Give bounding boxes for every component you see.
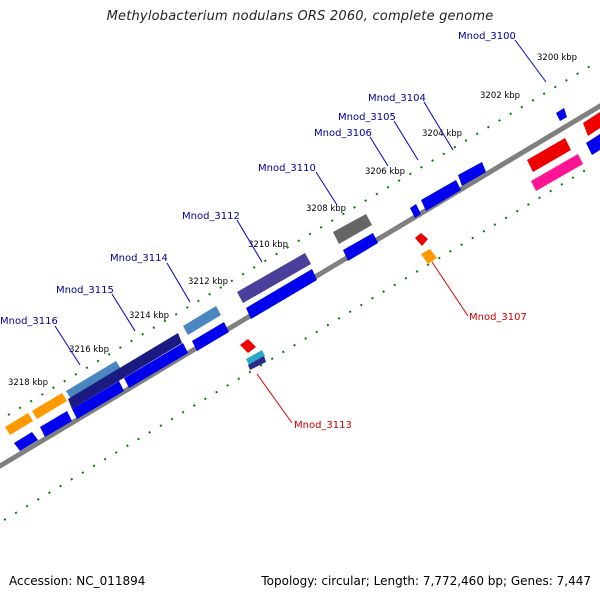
kbp-label-3212: 3212 kbp xyxy=(188,277,228,287)
gene-arrow-1 xyxy=(14,432,38,451)
forward-leader-lines xyxy=(54,39,547,366)
kbp-label-3210: 3210 kbp xyxy=(248,240,288,250)
kbp-label-3216: 3216 kbp xyxy=(69,345,109,355)
gene-3113-box-b xyxy=(248,356,266,370)
gene-arrow-8 xyxy=(410,204,421,218)
gene-3107-red xyxy=(527,138,571,172)
gene-arrow-6 xyxy=(246,269,317,319)
gene-label-3110: Mnod_3110 xyxy=(258,163,316,174)
kbp-label-3200: 3200 kbp xyxy=(537,53,577,63)
outer-tick-track xyxy=(7,64,593,416)
gene-arrow-7 xyxy=(343,233,378,261)
gene-arrow-12 xyxy=(586,134,600,155)
genome-summary-text: Topology: circular; Length: 7,772,460 bp… xyxy=(261,574,591,588)
gene-3107-box xyxy=(421,249,437,264)
gene-arrow-4 xyxy=(124,343,188,388)
gene-label-3116: Mnod_3116 xyxy=(0,316,58,327)
reverse-leader-lines xyxy=(256,261,469,424)
inner-tick-track xyxy=(3,164,595,521)
map-title: Methylobacterium nodulans ORS 2060, comp… xyxy=(106,9,494,24)
gene-3116-box xyxy=(5,413,33,435)
gene-3114-box xyxy=(66,361,121,399)
gene-3100-red xyxy=(583,112,600,136)
gene-3110-box xyxy=(333,214,372,244)
reverse-genes xyxy=(240,233,437,370)
kbp-label-3202: 3202 kbp xyxy=(480,91,520,101)
accession-text: Accession: NC_011894 xyxy=(9,574,146,588)
kbp-label-3218: 3218 kbp xyxy=(8,378,48,388)
gene-label-3115: Mnod_3115 xyxy=(56,285,114,296)
gene-3112-box xyxy=(237,253,311,303)
kbp-label-3208: 3208 kbp xyxy=(306,204,346,214)
gene-label-3107: Mnod_3107 xyxy=(469,312,527,323)
gene-3107-arrow xyxy=(415,233,428,246)
gene-pink-box xyxy=(531,154,583,191)
reverse-gene-labels: Mnod_3107 Mnod_3113 xyxy=(294,312,527,431)
gene-arrow-3 xyxy=(72,381,124,419)
gene-label-3112: Mnod_3112 xyxy=(182,211,240,222)
kbp-label-3206: 3206 kbp xyxy=(365,167,405,177)
gene-3113-arrow xyxy=(240,339,256,353)
gene-label-3104: Mnod_3104 xyxy=(368,93,426,104)
kbp-label-3214: 3214 kbp xyxy=(129,311,169,321)
gene-label-3105: Mnod_3105 xyxy=(338,112,396,123)
forward-outer-genes xyxy=(5,112,600,435)
gene-3114b-box xyxy=(68,333,182,409)
forward-inner-genes xyxy=(14,108,600,451)
gene-3115-box xyxy=(32,393,67,419)
gene-arrow-5 xyxy=(192,322,229,351)
kbp-label-3204: 3204 kbp xyxy=(422,129,462,139)
gene-label-3106: Mnod_3106 xyxy=(314,128,372,139)
gene-arrow-2 xyxy=(40,411,72,437)
gene-label-3114: Mnod_3114 xyxy=(110,253,168,264)
gene-label-3113: Mnod_3113 xyxy=(294,420,352,431)
gene-3113-box-a xyxy=(246,350,265,365)
kbp-tick-labels: 3200 kbp 3202 kbp 3204 kbp 3206 kbp 3208… xyxy=(8,53,577,388)
gene-label-3100: Mnod_3100 xyxy=(458,31,516,42)
gene-arrow-11 xyxy=(556,108,567,121)
forward-gene-labels: Mnod_3100 Mnod_3104 Mnod_3105 Mnod_3106 … xyxy=(0,31,516,327)
gene-3113f-box xyxy=(183,306,221,335)
gene-arrow-9 xyxy=(421,180,461,211)
gene-arrow-10 xyxy=(458,162,486,186)
